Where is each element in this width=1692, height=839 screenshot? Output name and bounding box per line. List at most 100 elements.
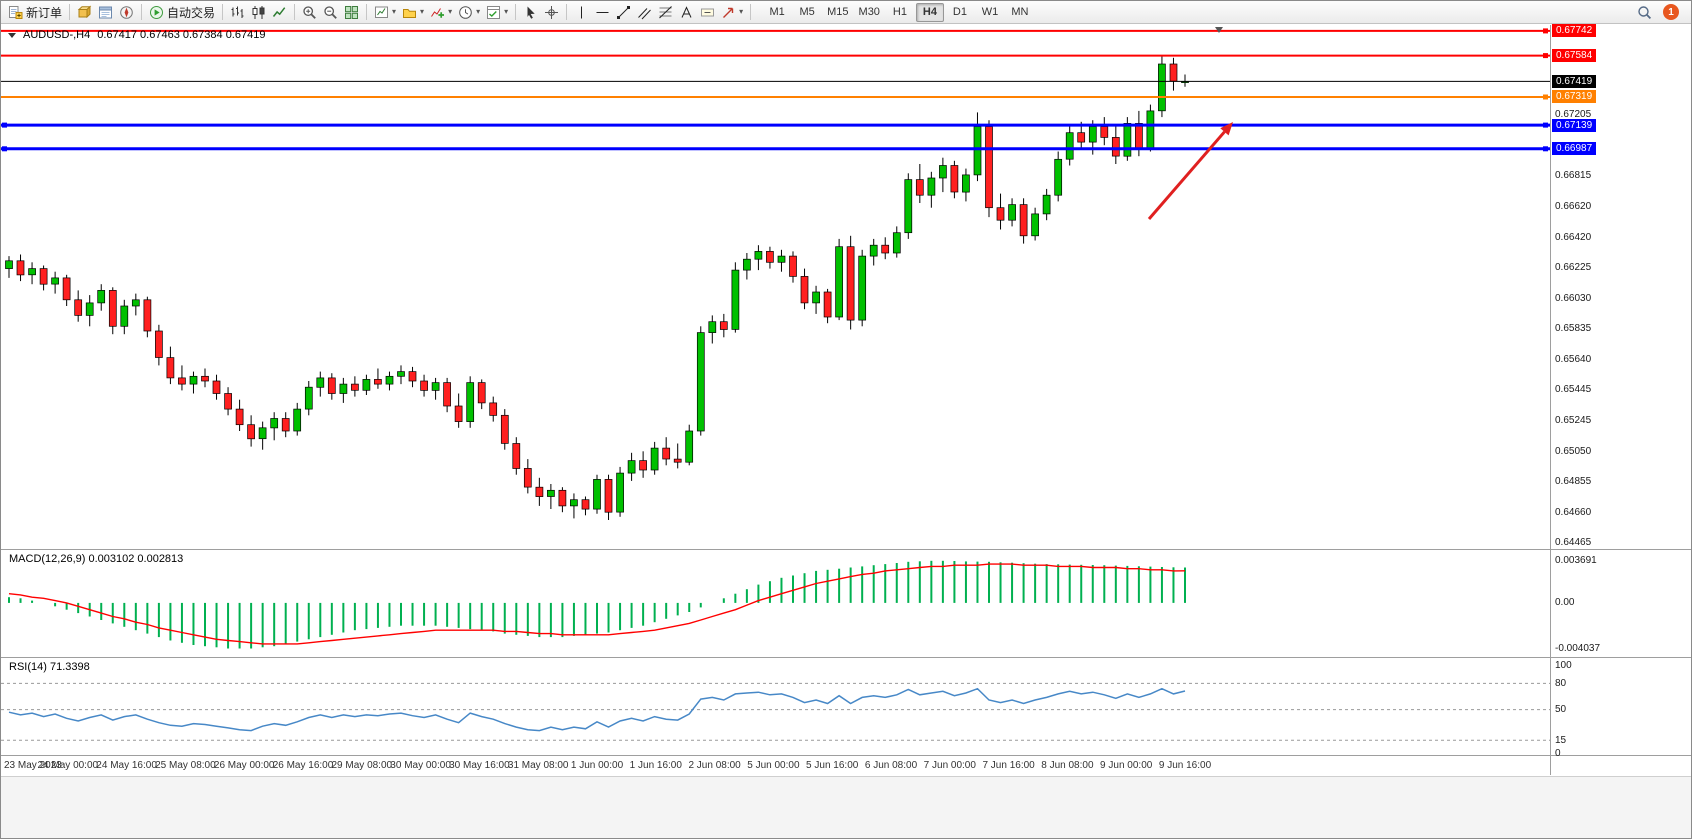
line-handle[interactable] [1543, 28, 1548, 34]
time-axis[interactable]: 23 May 2023 24 May 00:00 24 May 16:00 25 Ma… [1, 757, 1550, 775]
candle [627, 460, 636, 474]
candle [892, 232, 901, 254]
candle [108, 290, 117, 327]
zoom-out-button[interactable] [320, 2, 341, 22]
indicators-icon [430, 5, 445, 20]
timeframe-m1[interactable]: M1 [769, 6, 785, 18]
candle [846, 246, 855, 321]
panel-separator[interactable] [1, 657, 1691, 658]
candle [1111, 137, 1120, 157]
line-chart-button[interactable] [269, 2, 290, 22]
candlestick-chart[interactable] [1, 25, 1550, 549]
cursor-button[interactable] [520, 2, 541, 22]
text-button[interactable] [676, 2, 697, 22]
candle [189, 375, 198, 385]
candle [166, 357, 175, 379]
crosshair-button[interactable] [541, 2, 562, 22]
trend-arrow-shaft[interactable] [1147, 130, 1226, 220]
text-label-button[interactable] [697, 2, 718, 22]
timeframe-m30[interactable]: M30 [858, 6, 880, 18]
time-axis-label: 26 May 16:00 [272, 760, 334, 771]
timeframe-m15[interactable]: M15 [827, 6, 849, 18]
hline-price-tag: 0.67584 [1552, 49, 1597, 63]
ohlc-values: 0.67417 0.67463 0.67384 0.67419 [97, 29, 266, 41]
zoom-out-icon [323, 5, 338, 20]
trend-arrow-head[interactable] [1220, 122, 1233, 136]
timeframe-h4[interactable]: H4 [915, 2, 944, 22]
profiles-button[interactable]: ▾ [399, 2, 427, 22]
autotrading-button[interactable]: 自动交易 [146, 2, 218, 22]
toolbar-separator [566, 4, 568, 20]
candle [1088, 126, 1097, 143]
shapes-icon [721, 5, 736, 20]
time-axis-label: 7 Jun 16:00 [982, 760, 1035, 771]
candlestick-chart-button[interactable] [248, 2, 269, 22]
line-handle[interactable] [1543, 122, 1548, 128]
timeframe-mn[interactable]: MN [1011, 6, 1029, 18]
chart-shift-marker[interactable] [1215, 27, 1223, 33]
candle [374, 379, 382, 385]
template-icon [486, 5, 501, 20]
timeframe-h1[interactable]: H1 [892, 6, 907, 18]
rsi-panel[interactable] [1, 659, 1550, 755]
tile-windows-button[interactable] [341, 2, 362, 22]
timeframe-w1[interactable]: W1 [981, 6, 999, 18]
one-click-trading-arrow[interactable] [8, 32, 16, 38]
notification-badge[interactable]: 1 [1663, 4, 1679, 20]
candle [1135, 123, 1143, 149]
navigator-button[interactable] [116, 2, 137, 22]
newchart-icon [374, 5, 389, 20]
new-order-button[interactable]: 新订单 [5, 2, 65, 22]
panel-separator[interactable] [1, 549, 1691, 550]
candle [696, 332, 705, 432]
indicators-button[interactable]: ▾ [427, 2, 455, 22]
line-handle[interactable] [2, 146, 7, 152]
macd-axis-label: 0.003691 [1555, 555, 1597, 567]
periods-button[interactable]: ▾ [455, 2, 483, 22]
time-axis-label: 25 May 08:00 [155, 760, 216, 771]
market-watch-button[interactable] [74, 2, 95, 22]
candle [535, 486, 544, 497]
price-axis-label: 0.66620 [1555, 200, 1592, 212]
new-chart-button[interactable]: ▾ [371, 2, 399, 22]
horizontal-line-button[interactable] [592, 2, 613, 22]
candle [754, 251, 763, 260]
price-axis-label: 0.64660 [1555, 506, 1592, 518]
macd-panel[interactable] [1, 551, 1550, 657]
line-handle[interactable] [1543, 94, 1548, 100]
macd-header: MACD(12,26,9) 0.003102 0.002813 [9, 553, 184, 565]
candle [62, 277, 71, 301]
equidistant-channel-button[interactable] [634, 2, 655, 22]
line-handle[interactable] [1543, 53, 1548, 59]
time-axis-label: 2 Jun 08:00 [688, 760, 741, 771]
timeframe-d1[interactable]: D1 [952, 6, 967, 18]
candle [789, 255, 797, 277]
fibonacci-button[interactable] [655, 2, 676, 22]
timeframe-m5[interactable]: M5 [799, 6, 815, 18]
bar-chart-button[interactable] [227, 2, 248, 22]
candle [985, 126, 993, 209]
macd-axis-label: -0.004037 [1555, 643, 1601, 655]
linechart-icon [272, 5, 287, 20]
zoom-in-button[interactable] [299, 2, 320, 22]
data-window-button[interactable] [95, 2, 116, 22]
candle [547, 489, 555, 497]
line-handle[interactable] [1543, 146, 1548, 152]
templates-button[interactable]: ▾ [483, 2, 511, 22]
arrows-button[interactable]: ▾ [718, 2, 746, 22]
toolbar-separator [141, 4, 143, 20]
trendline-button[interactable] [613, 2, 634, 22]
line-handle[interactable] [2, 122, 7, 128]
time-axis-label: 23 May 2023 [4, 760, 62, 771]
search-button[interactable] [1634, 2, 1655, 22]
price-axis-label: 0.65245 [1555, 415, 1592, 427]
candle [650, 447, 659, 471]
bars-icon [230, 5, 245, 20]
vertical-line-button[interactable] [571, 2, 592, 22]
candle [420, 380, 428, 391]
crosshair-icon [544, 5, 559, 20]
trendline-icon [616, 5, 631, 20]
candle [235, 408, 244, 426]
candle [1065, 132, 1074, 160]
